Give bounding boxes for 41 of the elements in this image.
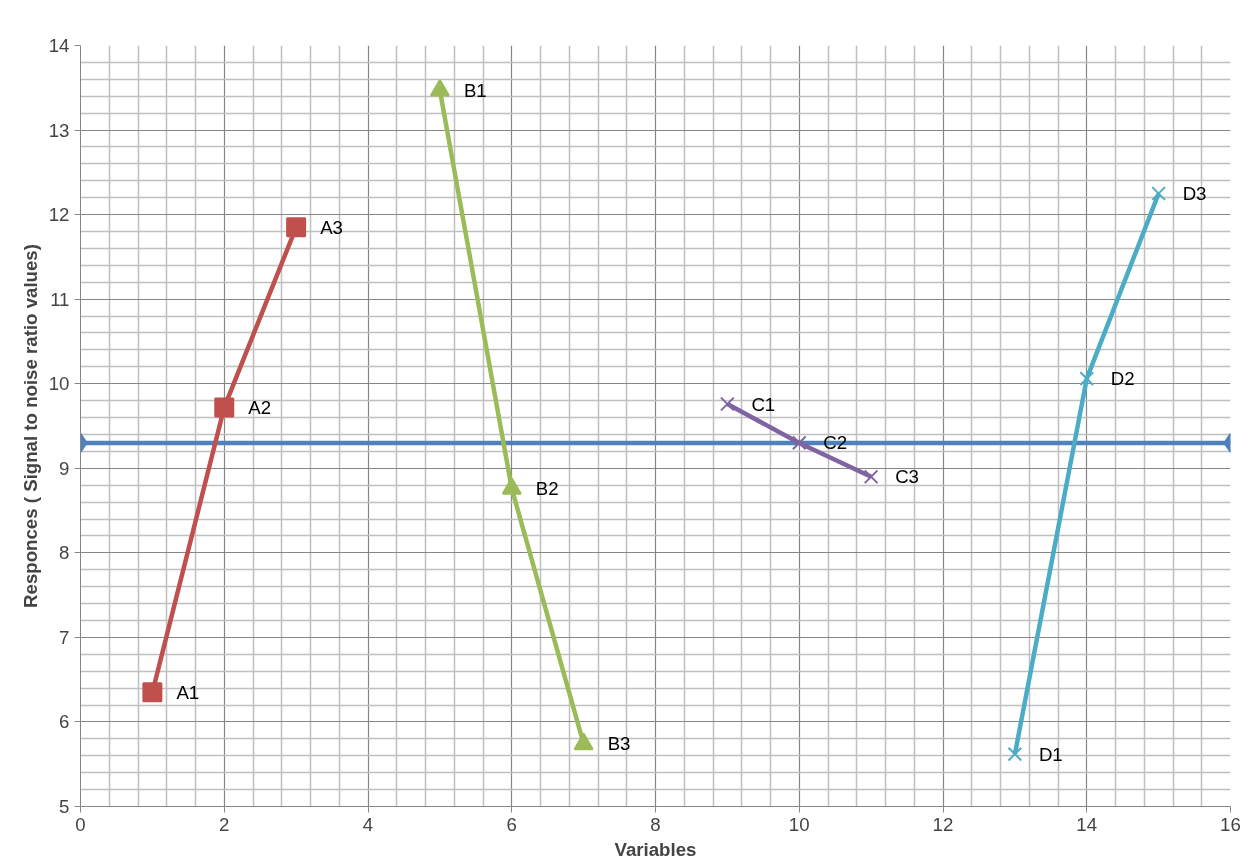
y-tick-label: 8 [59,542,70,564]
y-tick-label: 11 [50,288,70,310]
x-tick-label: 8 [650,813,661,835]
point [720,396,735,412]
y-axis-title: Responces ( Signal to noise ratio values) [19,244,41,608]
x-tick-label: 0 [75,813,86,835]
x-tick-label: 10 [788,813,810,835]
point [791,435,807,451]
y-tick-label: 7 [59,626,70,648]
point [214,397,235,418]
x-tick-label: 2 [219,813,230,835]
annotation: A1 [176,681,200,703]
y-tick-label: 5 [59,796,70,817]
point [286,217,307,238]
annotation: D1 [1038,743,1063,765]
y-tick-label: 12 [48,204,70,226]
y-tick-label: 14 [48,35,70,56]
point [1007,746,1023,762]
point [142,682,163,703]
annotation: D2 [1110,368,1135,390]
y-tick-label: 9 [59,457,70,479]
point [1151,186,1166,201]
annotation: C3 [895,466,919,488]
y-tick-label: 10 [48,373,70,395]
x-tick-label: 4 [362,813,374,835]
x-tick-label: 16 [1220,813,1241,835]
y-tick-label: 6 [59,711,70,733]
x-axis-title: Variables [614,838,697,860]
y-tick-label: 13 [48,119,70,141]
annotation: B2 [535,478,559,500]
x-tick-label: 14 [1076,813,1098,835]
annotation: A3 [320,216,343,238]
annotation: D3 [1182,182,1207,204]
annotation: B1 [463,79,487,101]
point [863,469,879,485]
annotation: C1 [751,393,776,415]
point [1079,371,1095,387]
x-tick-label: 6 [506,813,517,835]
annotation: A2 [248,396,272,418]
x-tick-label: 12 [932,813,954,835]
annotation: B3 [607,733,631,755]
